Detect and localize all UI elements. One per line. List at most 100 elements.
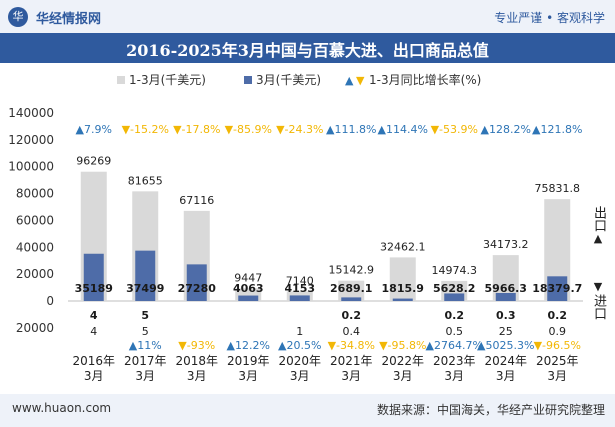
bar-month-export (238, 295, 259, 301)
y-tick-label: 40000 (16, 240, 54, 254)
legend-swatch-cum (117, 76, 125, 84)
y-tick-label: 120000 (8, 133, 54, 147)
footer-bar (0, 394, 615, 427)
logo-icon: 华 (8, 7, 28, 27)
growth-label-export: ▼-53.9% (431, 123, 478, 136)
legend-down-icon: ▼ (356, 74, 365, 87)
bar-label-month-export: 37499 (126, 282, 164, 295)
x-tick-label-line: 3月 (238, 369, 258, 383)
bar-cum-export (389, 257, 416, 301)
growth-label-import: ▲2764.7% (426, 339, 483, 352)
x-tick-label-line: 2020年 (278, 354, 321, 368)
bar-label-month-import: 0.3 (496, 309, 516, 322)
bar-label-cum-import: 5 (142, 325, 149, 338)
import-arrow-icon: ▼ (593, 280, 603, 293)
export-label-text: 出口 (591, 206, 606, 232)
bar-month-export (289, 295, 310, 301)
y-tick-label: 0 (46, 294, 54, 308)
x-tick-label: 2020年 3月 (278, 354, 321, 383)
y-tick-label: 20000 (16, 267, 54, 281)
y-axis: 140000 120000 100000 80000 60000 40000 20000 0 2… (8, 106, 54, 335)
bar-month-export (83, 253, 104, 301)
bar-label-cum-export: 67116 (179, 194, 214, 207)
growth-label-export: ▲114.4% (378, 123, 428, 136)
bar-label-cum-import: 4 (90, 325, 97, 338)
bar-label-month-export: 18379.7 (532, 282, 582, 295)
bar-label-cum-import: 25 (499, 325, 513, 338)
bar-label-cum-import: 0.5 (446, 325, 464, 338)
legend-label-growth: 1-3月同比增长率(%) (369, 72, 481, 87)
growth-label-export: ▼-17.8% (173, 123, 220, 136)
x-tick-label-line: 3月 (547, 369, 567, 383)
bar-label-cum-export: 32462.1 (380, 240, 426, 253)
export-arrow-icon: ▲ (593, 232, 603, 245)
growth-label-export: ▲128.2% (481, 123, 531, 136)
bar-label-cum-import: 1 (296, 325, 303, 338)
x-tick-label-line: 3月 (341, 369, 361, 383)
y-tick-label: 20000 (16, 321, 54, 335)
bar-label-month-export: 4153 (284, 282, 315, 295)
bars (80, 171, 571, 301)
growth-label-import: ▲20.5% (278, 339, 321, 352)
import-label-text: 进口 (591, 294, 606, 320)
footer-source: 数据来源：中国海关，华经产业研究院整理 (376, 403, 605, 417)
growth-label-import: ▲11% (129, 339, 162, 352)
x-tick-label-line: 2017年 (124, 354, 167, 368)
bar-label-cum-export: 96269 (76, 155, 111, 168)
growth-label-export: ▼-15.2% (122, 123, 169, 136)
bar-label-cum-export: 14974.3 (432, 264, 478, 277)
growth-label-import: ▼-95.8% (379, 339, 426, 352)
x-tick-label-line: 2022年 (381, 354, 424, 368)
bar-label-cum-import: 0.9 (549, 325, 567, 338)
y-tick-label: 60000 (16, 213, 54, 227)
x-tick-label-line: 3月 (135, 369, 155, 383)
x-tick-label: 2023年 3月 (433, 354, 476, 383)
legend: 1-3月(千美元) 3月(千美元) ▲ ▼ 1-3月同比增长率(%) (117, 72, 481, 87)
x-tick-label-line: 3月 (187, 369, 207, 383)
x-tick-label-line: 3月 (290, 369, 310, 383)
export-side-label: 出口 ▲ (590, 206, 606, 246)
legend-swatch-month (244, 76, 252, 84)
growth-label-export: ▼-85.9% (225, 123, 272, 136)
bar-label-cum-export: 75831.8 (535, 182, 581, 195)
growth-label-import: ▲5025.3% (477, 339, 534, 352)
x-tick-label: 2016年 3月 (72, 354, 115, 383)
x-tick-label: 2018年 3月 (175, 354, 218, 383)
bar-label-cum-export: 34173.2 (483, 238, 529, 251)
x-tick-label: 2022年 3月 (381, 354, 424, 383)
x-tick-label-line: 3月 (496, 369, 516, 383)
bar-month-export (444, 293, 465, 301)
y-tick-label: 100000 (8, 160, 54, 174)
x-tick-label-line: 2023年 (433, 354, 476, 368)
y-tick-label: 140000 (8, 106, 54, 120)
bar-label-month-import: 0.2 (548, 309, 568, 322)
bar-label-month-export: 27280 (178, 282, 217, 295)
x-tick-label-line: 3月 (84, 369, 104, 383)
y-tick-label: 80000 (16, 187, 54, 201)
x-tick-label-line: 2019年 (227, 354, 270, 368)
growth-label-import: ▼-96.5% (534, 339, 581, 352)
x-tick-label-line: 2016年 (72, 354, 115, 368)
import-side-label: ▼ 进口 (590, 280, 606, 320)
x-tick-label: 2017年 3月 (124, 354, 167, 383)
bar-month-export (341, 297, 362, 301)
bar-label-cum-import: 0.4 (343, 325, 361, 338)
title-bar (0, 33, 615, 63)
x-tick-label-line: 2025年 (536, 354, 579, 368)
growth-label-export: ▲111.8% (326, 123, 376, 136)
x-tick-label-line: 2018年 (175, 354, 218, 368)
bar-label-month-import: 5 (141, 309, 149, 322)
x-tick-label-line: 2024年 (484, 354, 527, 368)
chart-title: 2016-2025年3月中国与百慕大进、出口商品总值 (126, 41, 489, 60)
x-tick-label-line: 3月 (393, 369, 413, 383)
chart: 1-3月(千美元) 3月(千美元) ▲ ▼ 1-3月同比增长率(%) 14000… (8, 72, 583, 383)
x-tick-label: 2025年 3月 (536, 354, 579, 383)
x-tick-label: 2019年 3月 (227, 354, 270, 383)
bar-month-export (547, 276, 568, 301)
bar-label-month-export: 5628.2 (433, 282, 475, 295)
bar-label-cum-export: 7140 (286, 274, 314, 287)
growth-label-import: ▼-93% (178, 339, 215, 352)
brand-name: 华经情报网 (36, 12, 102, 27)
footer-url: www.huaon.com (12, 401, 112, 415)
